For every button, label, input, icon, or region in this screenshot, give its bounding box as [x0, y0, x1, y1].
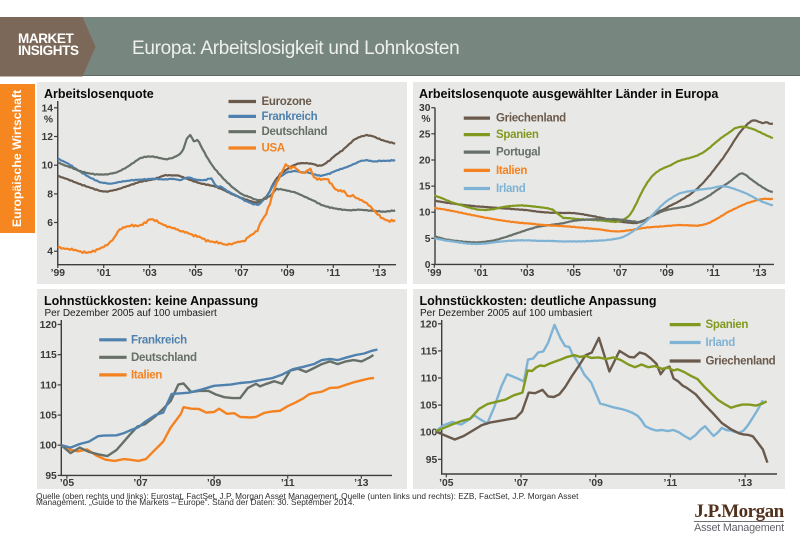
svg-text:Frankreich: Frankreich	[131, 334, 187, 346]
svg-text:14: 14	[42, 103, 54, 114]
svg-text:’07: ’07	[613, 268, 628, 279]
svg-text:6: 6	[47, 218, 53, 229]
svg-text:Per Dezember 2005 auf 100 umba: Per Dezember 2005 auf 100 umbasiert	[420, 308, 593, 319]
svg-text:115: 115	[421, 346, 438, 357]
svg-text:Irland: Irland	[496, 183, 526, 195]
svg-text:’09: ’09	[280, 268, 295, 279]
svg-text:0: 0	[425, 260, 431, 271]
svg-text:Spanien: Spanien	[706, 319, 749, 331]
svg-text:’01: ’01	[97, 268, 112, 279]
svg-text:Deutschland: Deutschland	[131, 352, 197, 364]
svg-text:’11: ’11	[326, 268, 340, 279]
svg-text:Lohnstückkosten: deutliche Anp: Lohnstückkosten: deutliche Anpassung	[420, 294, 657, 308]
svg-text:8: 8	[47, 189, 53, 200]
svg-text:’13: ’13	[738, 478, 753, 489]
svg-text:’09: ’09	[659, 268, 674, 279]
svg-text:Irland: Irland	[706, 337, 736, 349]
svg-text:Italien: Italien	[496, 165, 527, 177]
svg-text:5: 5	[425, 234, 431, 245]
svg-text:’13: ’13	[752, 268, 767, 279]
svg-text:Italien: Italien	[131, 369, 162, 381]
svg-text:Arbeitslosenquote: Arbeitslosenquote	[44, 87, 154, 101]
svg-text:’09: ’09	[207, 478, 222, 489]
svg-text:Griechenland: Griechenland	[496, 113, 566, 125]
svg-text:12: 12	[42, 132, 54, 143]
svg-text:Eurozone: Eurozone	[262, 96, 312, 108]
svg-text:105: 105	[420, 401, 437, 412]
svg-text:100: 100	[40, 441, 57, 452]
svg-text:%: %	[44, 114, 53, 125]
svg-text:’11: ’11	[664, 478, 678, 489]
svg-text:’09: ’09	[589, 478, 604, 489]
svg-text:’99: ’99	[51, 268, 66, 279]
svg-text:’05: ’05	[188, 268, 203, 279]
svg-text:Lohnstückkosten: keine Anpassu: Lohnstückkosten: keine Anpassung	[44, 294, 258, 308]
svg-text:20: 20	[419, 156, 431, 167]
svg-text:’01: ’01	[474, 268, 489, 279]
svg-text:Per Dezember 2005 auf 100 umba: Per Dezember 2005 auf 100 umbasiert	[45, 308, 218, 319]
svg-text:10: 10	[42, 161, 54, 172]
svg-text:100: 100	[420, 428, 437, 439]
svg-text:25: 25	[419, 129, 431, 140]
svg-text:110: 110	[421, 374, 438, 385]
svg-text:’05: ’05	[567, 268, 582, 279]
svg-text:’03: ’03	[142, 268, 157, 279]
svg-text:120: 120	[420, 319, 437, 330]
svg-text:USA: USA	[262, 143, 285, 155]
svg-text:4: 4	[47, 247, 53, 258]
svg-text:’07: ’07	[234, 268, 249, 279]
svg-text:’11: ’11	[281, 478, 295, 489]
svg-text:’99: ’99	[427, 268, 442, 279]
svg-text:Griechenland: Griechenland	[706, 356, 776, 368]
svg-text:Arbeitslosenquote ausgewählter: Arbeitslosenquote ausgewählter Länder in…	[419, 87, 719, 101]
svg-text:’05: ’05	[439, 478, 454, 489]
svg-text:30: 30	[419, 103, 431, 114]
svg-text:110: 110	[40, 380, 57, 391]
svg-text:10: 10	[419, 208, 431, 219]
svg-text:’07: ’07	[514, 478, 529, 489]
svg-text:95: 95	[45, 471, 57, 482]
svg-text:115: 115	[40, 350, 57, 361]
svg-text:95: 95	[426, 455, 438, 466]
svg-text:’11: ’11	[706, 268, 720, 279]
svg-text:Deutschland: Deutschland	[262, 126, 328, 138]
svg-text:’07: ’07	[133, 478, 148, 489]
svg-text:Spanien: Spanien	[496, 129, 539, 141]
svg-text:Frankreich: Frankreich	[262, 111, 318, 123]
svg-text:’13: ’13	[372, 268, 387, 279]
svg-text:Portugal: Portugal	[496, 147, 540, 159]
svg-text:’13: ’13	[354, 478, 369, 489]
svg-text:’03: ’03	[520, 268, 535, 279]
svg-text:15: 15	[419, 182, 431, 193]
svg-text:%: %	[421, 114, 430, 125]
svg-text:120: 120	[40, 320, 57, 331]
svg-text:105: 105	[40, 411, 57, 422]
svg-text:’05: ’05	[60, 478, 75, 489]
